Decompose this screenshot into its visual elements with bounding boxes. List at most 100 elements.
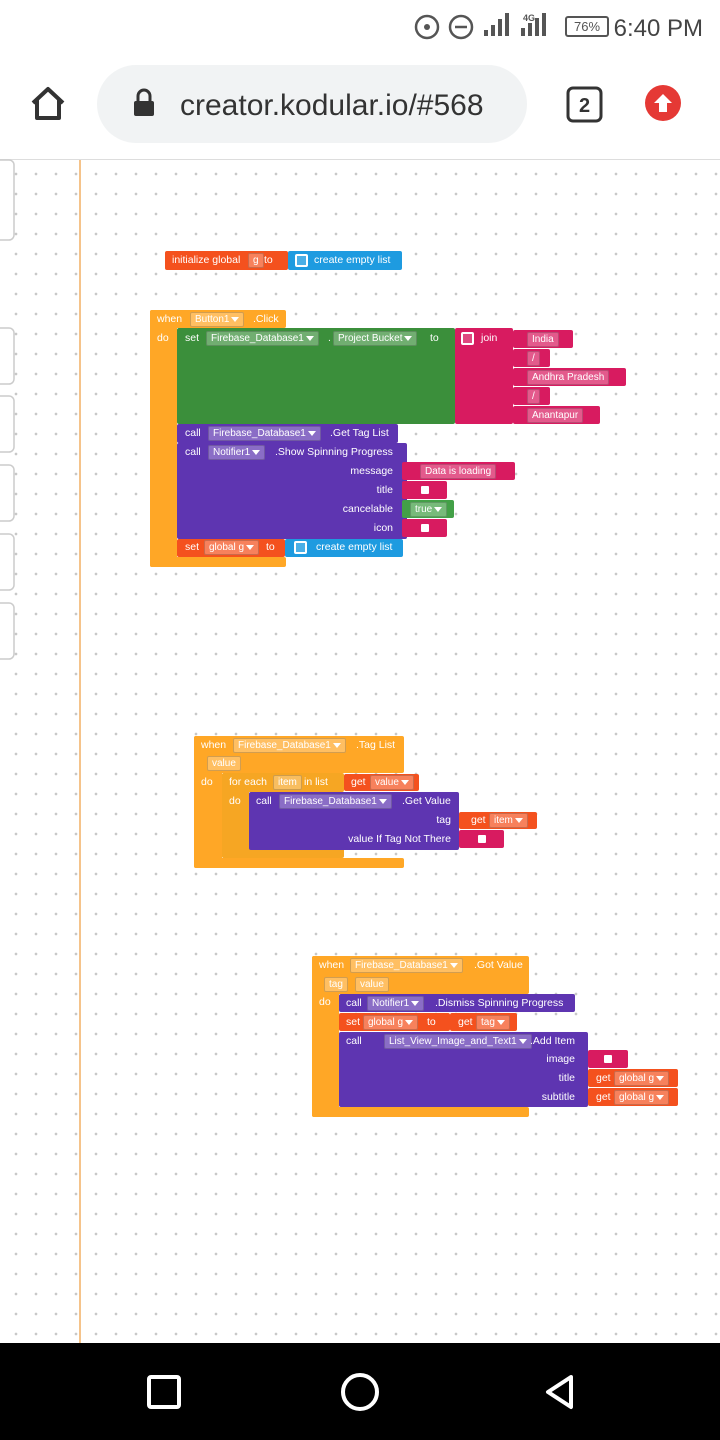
block-label: create empty list	[316, 541, 393, 553]
block-label: get	[351, 776, 366, 788]
dropdown-field: item	[489, 813, 528, 828]
dropdown-field: global g	[204, 540, 260, 555]
variable-name: g	[248, 253, 264, 268]
dropdown-field: global g	[614, 1071, 670, 1086]
parameter-field: value	[207, 756, 241, 771]
block-label: .Show Spinning Progress	[275, 446, 393, 458]
get-block	[459, 812, 537, 829]
block-label: when	[157, 313, 183, 325]
dropdown-field: Firebase_Database1	[233, 738, 346, 753]
param-label: message	[350, 465, 393, 477]
set-variable-block	[177, 539, 285, 557]
call-block	[249, 792, 459, 850]
tab-count: 2	[579, 95, 590, 117]
get-block	[588, 1088, 678, 1106]
block-label: for each	[229, 776, 267, 788]
block-label: get	[596, 1072, 611, 1084]
block-label: .Get Tag List	[330, 427, 389, 439]
block-label: .Got Value	[474, 959, 523, 971]
dropdown-field: global g	[614, 1090, 670, 1105]
block-label: do	[201, 776, 213, 788]
block-label: .	[328, 332, 331, 344]
mutator-icon	[295, 254, 308, 267]
dnd-icon	[448, 14, 474, 40]
event-block-body	[150, 310, 177, 567]
network-type: 4G	[523, 13, 535, 23]
param-label: subtitle	[541, 1091, 575, 1103]
set-property-block	[177, 328, 455, 424]
dropdown-field: Firebase_Database1	[279, 794, 392, 809]
empty-string	[604, 1055, 612, 1063]
empty-string	[478, 835, 486, 843]
param-label: value If Tag Not There	[348, 833, 451, 845]
param-label: image	[546, 1053, 575, 1065]
battery-outline	[565, 16, 609, 37]
variable-name: item	[273, 775, 302, 790]
block-label: .Get Value	[402, 795, 451, 807]
tabs-button[interactable]	[566, 86, 603, 123]
block-label: to	[266, 541, 275, 553]
block-label: get	[471, 814, 486, 826]
text-block	[513, 330, 573, 348]
block-label: call	[256, 795, 272, 807]
text-block	[402, 462, 515, 480]
get-block	[450, 1013, 517, 1031]
block-label: call	[185, 427, 201, 439]
block-label: to	[430, 332, 439, 344]
dropdown-field: Project Bucket	[333, 331, 418, 346]
event-block	[312, 956, 529, 994]
param-label: tag	[436, 814, 451, 826]
event-block-foot	[194, 858, 404, 868]
block-label: .Click	[253, 313, 279, 325]
browser-chrome: 4G 76% 6:40 PM creator.kodular.io/#568 2	[0, 0, 720, 160]
block-label: when	[319, 959, 345, 971]
text-field: /	[527, 351, 540, 366]
call-block	[339, 994, 575, 1012]
empty-string	[421, 524, 429, 532]
parameter-field: value	[355, 977, 389, 992]
block-label: get	[596, 1091, 611, 1103]
home-button[interactable]	[31, 87, 65, 120]
block-label: when	[201, 739, 227, 751]
text-block	[513, 349, 550, 367]
block-label: do	[229, 795, 241, 807]
block-label: in list	[304, 776, 328, 788]
dropdown-field: Notifier1	[208, 445, 266, 460]
block-label: call	[346, 1035, 362, 1047]
create-empty-list-block	[285, 539, 403, 557]
get-block	[344, 774, 419, 791]
dropdown-field: Button1	[190, 312, 245, 327]
block-label: do	[319, 996, 331, 1008]
init-global-block	[165, 251, 288, 270]
text-field: /	[527, 389, 540, 404]
block-label: set	[185, 541, 200, 553]
dropdown-field: Notifier1	[367, 996, 425, 1011]
dropdown-field: tag	[476, 1015, 510, 1030]
text-block	[513, 368, 626, 386]
lock-body	[134, 101, 154, 116]
for-each-foot	[222, 848, 344, 858]
for-each-block	[222, 773, 344, 792]
block-label: .Add Item	[530, 1035, 575, 1047]
url-bar[interactable]	[97, 65, 527, 143]
mutator-icon	[294, 541, 307, 554]
dropdown-field: List_View_Image_and_Text1	[384, 1034, 532, 1049]
dropdown-field: global g	[363, 1015, 419, 1030]
hotspot-icon	[414, 14, 440, 40]
call-block	[339, 1032, 588, 1107]
create-empty-list-block	[288, 251, 402, 270]
event-block	[194, 736, 404, 773]
text-field: Data is loading	[420, 464, 497, 479]
call-block	[177, 424, 398, 443]
block-label: call	[346, 997, 362, 1009]
block-label: .Dismiss Spinning Progress	[435, 997, 564, 1009]
text-field: Andhra Pradesh	[527, 370, 610, 385]
text-block	[513, 406, 600, 424]
event-block-foot	[312, 1107, 529, 1117]
for-each-body	[222, 773, 249, 858]
get-block	[588, 1069, 678, 1087]
dropdown-field: Firebase_Database1	[206, 331, 319, 346]
boolean-field: true	[410, 502, 448, 517]
empty-string	[421, 486, 429, 494]
